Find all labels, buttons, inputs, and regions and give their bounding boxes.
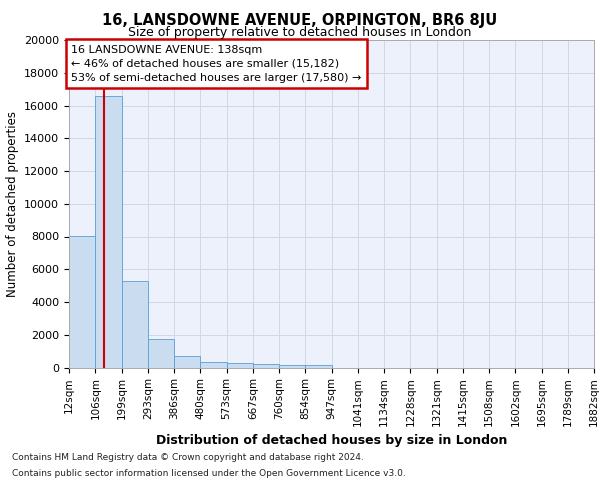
Text: Size of property relative to detached houses in London: Size of property relative to detached ho… [128, 26, 472, 39]
Text: Contains HM Land Registry data © Crown copyright and database right 2024.: Contains HM Land Registry data © Crown c… [12, 452, 364, 462]
Bar [121, 280, 148, 368]
X-axis label: Distribution of detached houses by size in London: Distribution of detached houses by size … [156, 434, 507, 448]
Bar [148, 339, 174, 368]
Text: 16 LANSDOWNE AVENUE: 138sqm
← 46% of detached houses are smaller (15,182)
53% of: 16 LANSDOWNE AVENUE: 138sqm ← 46% of det… [71, 45, 362, 83]
Bar [200, 362, 227, 368]
Bar [305, 365, 331, 368]
Bar [174, 356, 200, 368]
Bar [227, 363, 253, 368]
Bar [253, 364, 279, 368]
Bar [279, 364, 305, 368]
Bar [95, 96, 121, 368]
Text: 16, LANSDOWNE AVENUE, ORPINGTON, BR6 8JU: 16, LANSDOWNE AVENUE, ORPINGTON, BR6 8JU [103, 12, 497, 28]
Text: Contains public sector information licensed under the Open Government Licence v3: Contains public sector information licen… [12, 468, 406, 477]
Bar [69, 236, 95, 368]
Y-axis label: Number of detached properties: Number of detached properties [5, 111, 19, 296]
